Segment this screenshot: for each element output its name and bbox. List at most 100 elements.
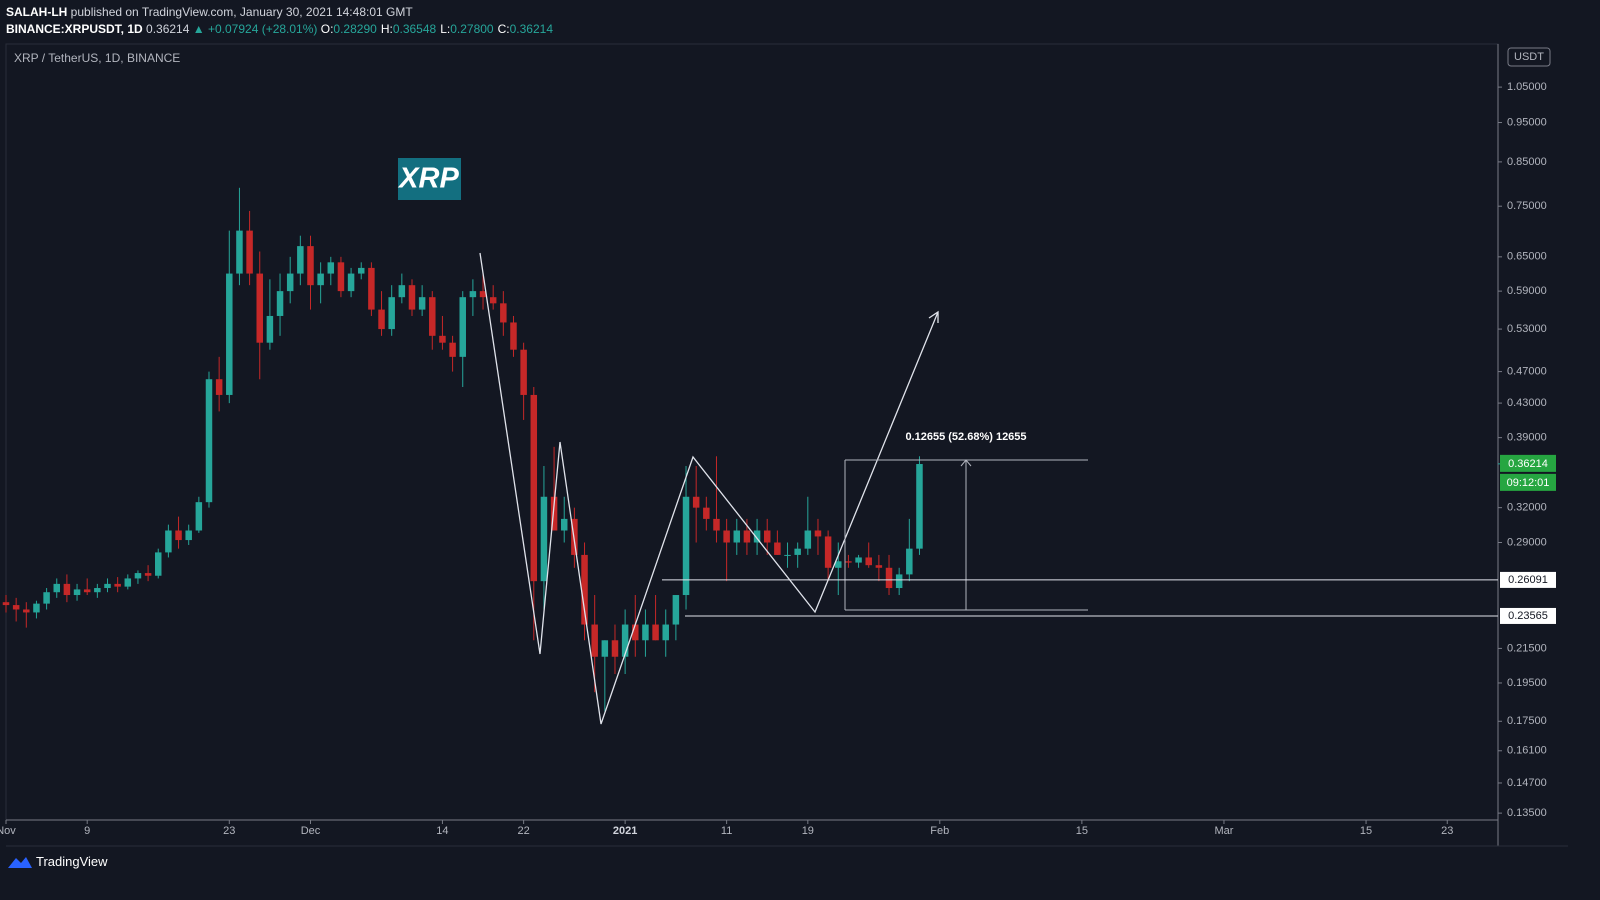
candle-body [784,554,791,556]
candle-body [23,609,30,613]
x-tick-label: 23 [1441,825,1453,837]
candle-body [2,602,10,606]
y-tick-label: 0.21500 [1507,642,1547,654]
measure-arrow-head [960,459,972,467]
y-tick-label: 0.43000 [1507,397,1547,409]
y-tick-label: 0.85000 [1507,156,1547,168]
candle-body [114,583,121,587]
candle-body [215,379,223,395]
candle-body [713,518,720,531]
ohlc-key: H: [380,22,393,36]
candle-body [510,322,517,350]
candle-body [733,530,741,543]
price-label: 0.26091 [1508,574,1548,586]
candle-body [500,303,507,323]
x-tick-label: 22 [518,825,530,837]
candle-body [104,583,111,589]
candles [2,187,923,712]
candle-body [357,267,365,274]
candle-body [824,536,832,568]
x-tick-label: 2021 [613,825,637,837]
candle-body [408,285,416,310]
candle-body [368,267,375,310]
candle-body [378,309,385,330]
y-tick-label: 0.17500 [1507,715,1547,727]
candle-body [63,583,71,596]
y-tick-label: 0.32000 [1507,502,1547,514]
candle-body [692,496,700,508]
candle-body [642,624,649,641]
candle-body [703,507,710,519]
candle-body [469,291,477,298]
candle-body [276,291,284,316]
measure-label: 0.12655 (52.68%) 12655 [905,431,1026,443]
y-tick-label: 0.75000 [1507,200,1547,212]
candle-body [611,640,619,657]
x-tick-label: Dec [301,825,321,837]
price-label-box [1500,607,1556,624]
candle-body [205,379,213,503]
candle-body [246,230,253,274]
symbol: BINANCE:XRPUSDT, 1D [6,22,143,36]
candle-body [520,349,527,395]
candle-body [743,530,751,543]
ohlc-value: 0.36214 [509,22,553,36]
candle-body [632,624,639,641]
ohlc-key: O: [320,22,334,36]
x-tick-label: 15 [1360,825,1372,837]
countdown: 09:12:01 [1507,477,1550,489]
candle-body [94,588,101,593]
ohlc-key: L: [440,22,451,36]
brand: TradingView [36,854,108,869]
candle-body [855,557,862,563]
candle-body [327,262,335,274]
pattern-line [479,252,939,725]
y-tick-label: 0.39000 [1507,432,1547,444]
y-tick-label: 0.29000 [1507,536,1547,548]
x-tick-label: 14 [436,825,448,837]
y-tick-label: 0.53000 [1507,323,1547,335]
x-tick-label: Feb [930,825,949,837]
y-tick-label: 0.13500 [1507,807,1547,819]
y-tick-label: 0.47000 [1507,366,1547,378]
candle-body [895,574,903,589]
candle-body [195,502,203,531]
candle-body [124,578,132,587]
candle-body [723,530,730,543]
candle-body [185,530,192,541]
currency: USDT [1514,51,1544,63]
y-tick-label: 1.05000 [1507,81,1547,93]
last-price-box [1500,454,1556,472]
candle-body [226,273,233,395]
chart-title: XRP / TetherUS, 1D, BINANCE [14,51,180,65]
candle-body [560,518,568,531]
candle-body [753,530,761,543]
candle-body [134,573,142,579]
countdown-box [1500,473,1556,491]
x-tick-label: 9 [84,825,90,837]
candle-body [236,230,243,274]
candle-body [256,273,263,343]
candle-body [875,565,883,568]
candle-body [763,530,771,543]
candle-body [682,496,690,596]
candle-body [601,640,609,657]
logo [8,856,32,868]
ohlc-key: C: [497,22,510,36]
header: SALAH-LH published on TradingView.com, J… [6,4,557,38]
y-tick-label: 0.65000 [1507,251,1547,263]
x-tick-label: Nov [0,825,16,837]
price-label: 0.23565 [1508,610,1548,622]
candle-body [652,624,659,641]
candle-body [165,530,172,553]
candle-body [794,548,801,555]
candle-body [307,246,314,286]
candle-body [835,561,842,568]
ohlc-value: 0.27800 [450,22,494,36]
y-tick-label: 0.16100 [1507,745,1547,757]
candle-body [804,530,812,549]
candle-body [154,552,162,576]
candle-body [449,342,456,357]
